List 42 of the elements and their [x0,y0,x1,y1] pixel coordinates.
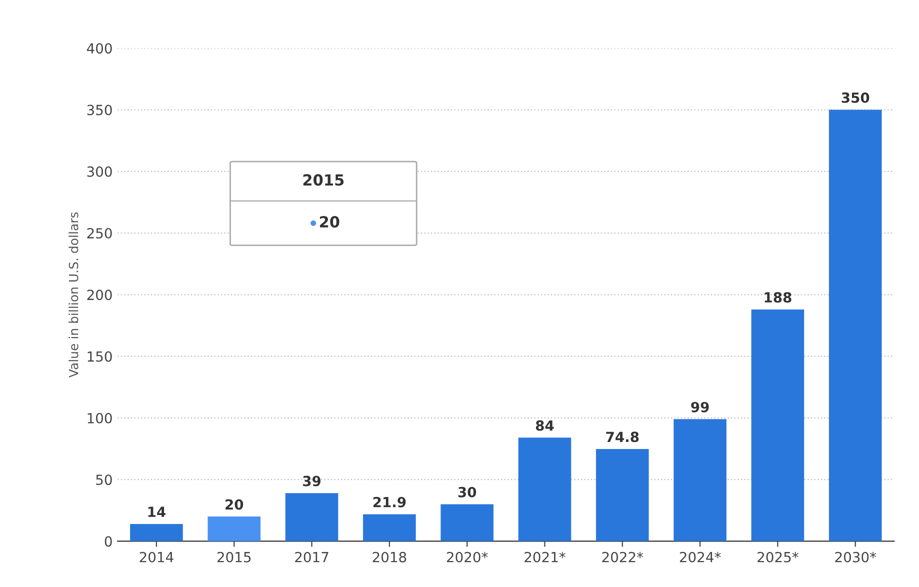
y-tick-label: 300 [87,166,112,177]
x-tick-label: 2024* [680,552,721,562]
y-tick-label: 0 [104,536,112,547]
y-tick-label: 150 [88,351,112,362]
data-label: 350 [842,92,870,103]
y-tick-label: 350 [87,104,112,116]
x-tick-label: 2017 [295,552,328,562]
x-tick-label: 2021* [524,552,566,562]
data-label: 30 [458,486,476,498]
x-tick-label: 2020* [446,552,488,562]
annotation: 2015 [303,174,344,186]
bar [440,504,494,542]
annotation: 20 [320,216,340,228]
data-label: 20 [226,499,244,510]
bar [130,524,183,542]
bar [596,449,649,542]
y-tick-label: 250 [87,228,112,239]
y-tick-label: 200 [87,290,112,300]
x-tick-label: 2030* [835,552,876,562]
x-tick-label: 2015 [217,552,251,562]
bar [674,419,726,542]
x-tick-label: 2025* [758,552,798,562]
bar [518,438,572,542]
bar [285,493,338,542]
y-tick-label: 100 [88,412,112,424]
data-label: 21.9 [373,496,406,508]
x-tick-label: 2018 [372,552,406,562]
y-tick-label: 50 [96,474,112,486]
x-tick-label: 2022* [602,552,644,562]
data-label: 14 [148,506,166,517]
bar [363,514,416,542]
data-label: 74.8 [606,432,639,442]
data-label: 188 [764,292,792,303]
bar [828,110,882,542]
bar [751,309,804,542]
data-label: 84 [536,420,554,431]
x-tick-label: 2014 [140,552,174,562]
data-label: 39 [303,476,321,486]
data-label: 99 [691,402,709,412]
bar [208,516,261,542]
y-axis-title: Value in billion U.S. dollars [68,212,78,378]
y-tick-label: 400 [86,43,112,54]
